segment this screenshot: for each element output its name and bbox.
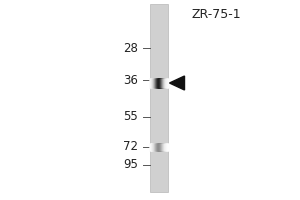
Text: 36: 36 (123, 73, 138, 86)
Text: 95: 95 (123, 158, 138, 171)
Text: 72: 72 (123, 140, 138, 154)
Text: 55: 55 (123, 110, 138, 123)
Polygon shape (169, 76, 184, 90)
Bar (150, 4, 168, 192)
Text: 28: 28 (123, 42, 138, 54)
Text: ZR-75-1: ZR-75-1 (191, 8, 241, 21)
